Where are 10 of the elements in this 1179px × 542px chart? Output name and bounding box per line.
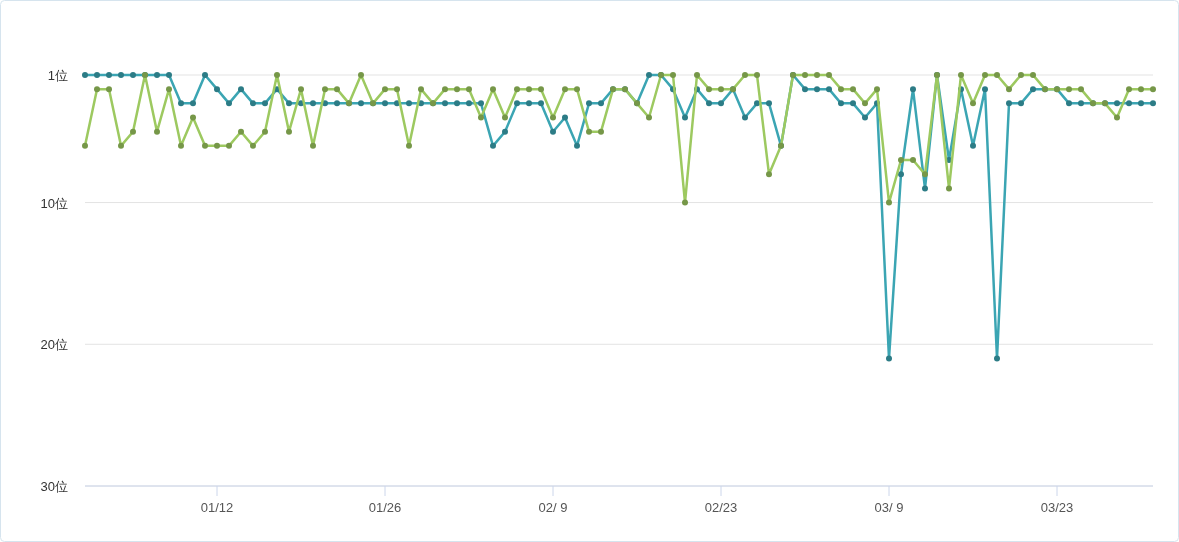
x-tick-label: 01/26	[368, 500, 402, 515]
x-tick-label: 02/23	[704, 500, 738, 515]
x-tick-label: 03/23	[1040, 500, 1074, 515]
y-tick-label: 10位	[40, 195, 68, 211]
x-tick-label: 02/ 9	[538, 500, 568, 515]
x-tick-label: 03/ 9	[874, 500, 904, 515]
y-tick-label: 1位	[47, 68, 68, 83]
y-tick-label: 20位	[40, 337, 68, 353]
y-tick-label: 30位	[40, 479, 68, 494]
x-tick-label: 01/12	[200, 500, 234, 515]
